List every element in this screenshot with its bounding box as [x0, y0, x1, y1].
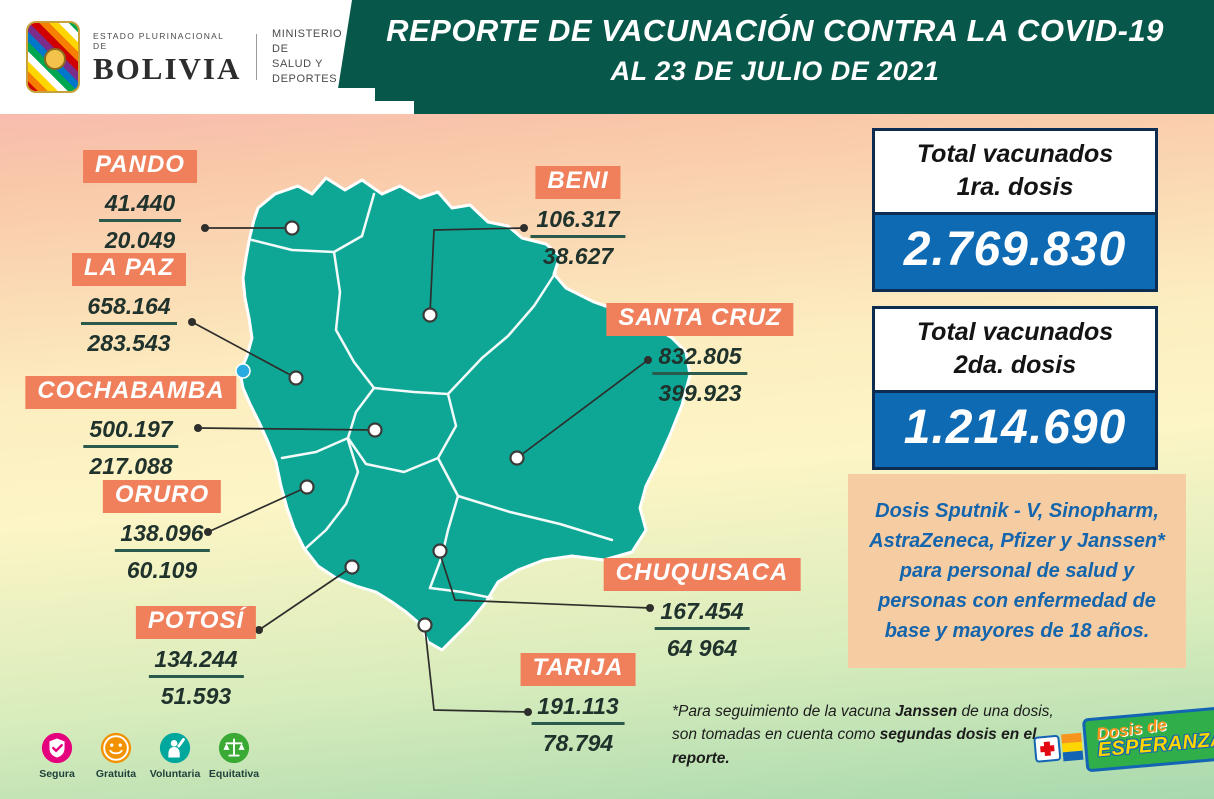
map-marker-oruro [299, 479, 315, 495]
department-beni: BENI 106.317 38.627 [530, 166, 626, 270]
connector-beni [429, 227, 525, 314]
department-name-badge: CHUQUISACA [603, 558, 801, 591]
map-marker-cochabamba [367, 422, 383, 438]
department-name-badge: LA PAZ [72, 253, 186, 286]
syringe-stripes-icon [1061, 732, 1084, 761]
header-step-decoration [333, 88, 375, 114]
map-marker-potosi [344, 559, 360, 575]
dose2-value: 217.088 [89, 452, 173, 479]
map-markers [284, 220, 525, 633]
raised-hand-person-icon [159, 732, 191, 764]
total-second-label-line2: 2da. dosis [953, 350, 1077, 379]
principle-segura: Segura [30, 731, 84, 780]
footnote-bold-janssen: Janssen [895, 703, 958, 720]
department-santa-cruz: SANTA CRUZ 832.805 399.923 [606, 303, 794, 407]
principle-label: Gratuita [95, 768, 137, 780]
department-la-paz: LA PAZ 658.164 283.543 [72, 253, 186, 357]
estado-plurinacional-label: ESTADO PLURINACIONAL DE [93, 30, 224, 51]
department-name-badge: TARIJA [520, 653, 636, 686]
total-second-label-line1: Total vacunados [916, 318, 1114, 346]
dose2-value: 399.923 [658, 379, 742, 406]
balance-scales-icon [218, 732, 250, 764]
vaccine-info-box: Dosis Sputnik - V, Sinopharm, AstraZenec… [848, 474, 1186, 668]
dose1-value: 832.805 [652, 343, 748, 375]
ministry-line1: MINISTERIO DE [272, 28, 343, 56]
shield-check-icon [41, 732, 73, 764]
connector-potosi [258, 566, 353, 631]
connector-lines [191, 227, 651, 713]
principle-label: Equitativa [208, 768, 260, 780]
vaccine-info-text: Dosis Sputnik - V, Sinopharm, AstraZenec… [869, 500, 1165, 642]
connector-tarija [424, 627, 529, 713]
department-name-badge: ORURO [102, 480, 222, 513]
dose1-value: 134.244 [148, 646, 244, 678]
department-name-badge: PANDO [83, 150, 197, 183]
poster-title: REPORTE DE VACUNACIÓN CONTRA LA COVID-19… [360, 13, 1190, 87]
total-first-dose-box: Total vacunados 1ra. dosis 2.769.830 [872, 128, 1158, 292]
total-second-dose-box: Total vacunados 2da. dosis 1.214.690 [872, 306, 1158, 470]
connector-la-paz [191, 321, 297, 379]
lake-titicaca [235, 363, 251, 379]
dose1-value: 138.096 [114, 520, 210, 552]
department-pando: PANDO 41.440 20.049 [83, 150, 197, 254]
total-second-dose-value: 1.214.690 [872, 390, 1158, 470]
janssen-footnote: *Para seguimiento de la vacuna Janssen d… [672, 700, 1068, 770]
department-name-badge: SANTA CRUZ [606, 303, 794, 336]
red-cross-icon [1033, 734, 1062, 763]
total-first-dose-value: 2.769.830 [872, 212, 1158, 292]
title-line1: REPORTE DE VACUNACIÓN CONTRA LA COVID-19 [386, 13, 1164, 48]
bolivia-wordmark: BOLIVIA [93, 50, 242, 86]
total-first-label-line2: 1ra. dosis [956, 172, 1074, 201]
dose2-value: 60.109 [126, 556, 198, 583]
header-step-decoration [374, 101, 414, 114]
department-name-badge: POTOSÍ [135, 606, 257, 639]
map-marker-chuquisaca [432, 543, 448, 559]
dose2-value: 38.627 [542, 242, 614, 269]
map-marker-la-paz [288, 370, 304, 386]
dose1-value: 106.317 [530, 206, 626, 238]
total-first-label-line1: Total vacunados [916, 140, 1114, 168]
principle-label: Voluntaria [149, 768, 201, 780]
principle-gratuita: Gratuita [89, 731, 143, 780]
dose2-value: 20.049 [104, 226, 176, 253]
connector-bullets [188, 224, 654, 716]
map-marker-beni [422, 307, 438, 323]
title-line2: AL 23 DE JULIO DE 2021 [610, 56, 940, 86]
department-name-badge: BENI [535, 166, 621, 199]
footnote-bold-segundas: segundas dosis en el reporte. [672, 726, 1037, 767]
dose1-value: 191.113 [531, 693, 625, 725]
department-chuquisaca: CHUQUISACA 167.454 64 964 [603, 558, 801, 662]
dose1-value: 500.197 [83, 416, 179, 448]
ministry-line2: SALUD Y DEPORTES [272, 58, 338, 85]
department-potosi: POTOSÍ 134.244 51.593 [135, 606, 257, 710]
logo-divider [256, 34, 258, 80]
bolivia-coat-of-arms [26, 21, 80, 93]
dose2-value: 64 964 [666, 634, 738, 661]
map-marker-santa-cruz [509, 450, 525, 466]
department-name-badge: COCHABAMBA [25, 376, 237, 409]
dose2-value: 78.794 [542, 729, 614, 756]
department-tarija: TARIJA 191.113 78.794 [520, 653, 636, 757]
map-marker-pando [284, 220, 300, 236]
principle-voluntaria: Voluntaria [148, 731, 202, 780]
department-oruro: ORURO 138.096 60.109 [102, 480, 222, 584]
smiley-icon [100, 732, 132, 764]
map-marker-tarija [417, 617, 433, 633]
government-logo-panel: ESTADO PLURINACIONAL DE BOLIVIA MINISTER… [0, 0, 352, 114]
footnote-text-2: de una dosis, son tomadas en cuenta como [672, 703, 1054, 744]
dose1-value: 41.440 [98, 190, 182, 222]
dose2-value: 51.593 [160, 682, 232, 709]
principle-equitativa: Equitativa [207, 731, 261, 780]
header-bar: REPORTE DE VACUNACIÓN CONTRA LA COVID-19… [0, 0, 1214, 114]
dose2-value: 283.543 [87, 329, 171, 356]
dose1-value: 167.454 [654, 598, 750, 630]
dose1-value: 658.164 [81, 293, 177, 325]
vaccine-principles: Segura Gratuita Voluntaria [30, 731, 261, 780]
footnote-text-1: *Para seguimiento de la vacuna [672, 703, 896, 720]
principle-label: Segura [39, 768, 75, 780]
department-cochabamba: COCHABAMBA 500.197 217.088 [25, 376, 237, 480]
connector-oruro [207, 486, 308, 533]
